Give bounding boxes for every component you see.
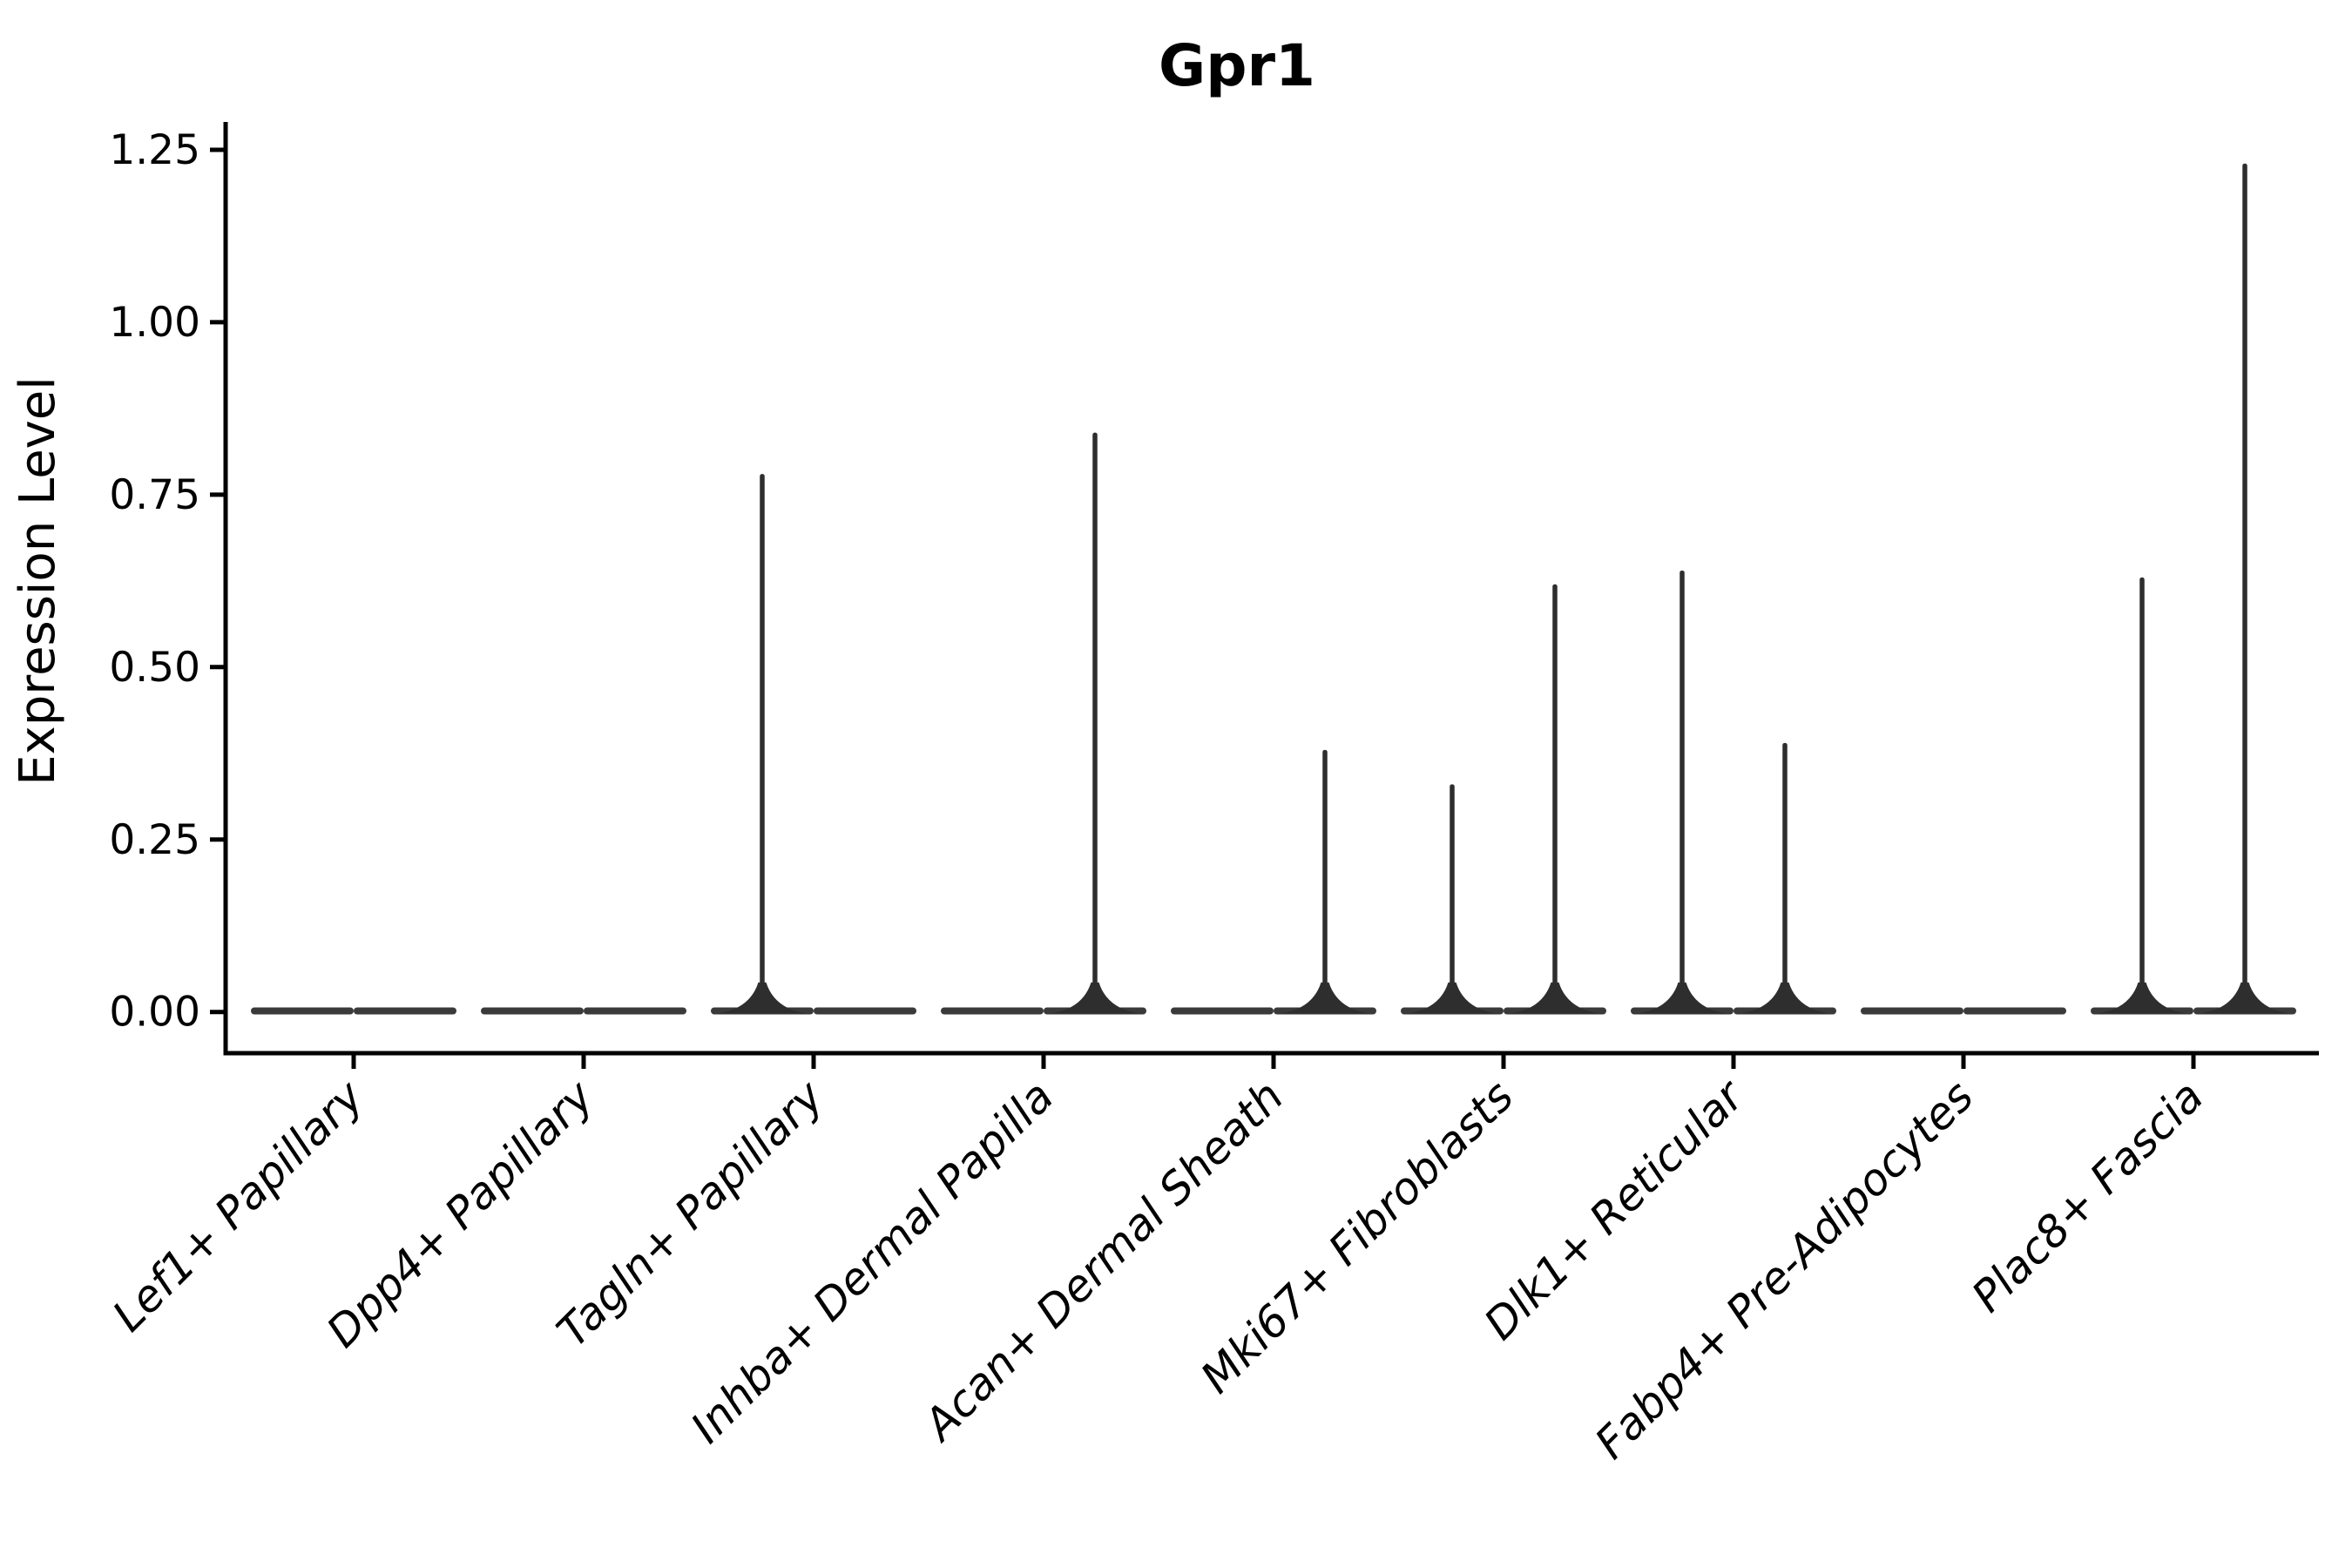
violin-flare-left	[1639, 982, 1726, 1014]
x-tick-label: Plac8+ Fascia	[1963, 1071, 2213, 1321]
violin-spike-right	[1092, 432, 1098, 986]
violin-body-left	[481, 1007, 584, 1015]
y-axis-title: Expression Level	[10, 376, 66, 786]
y-tick-label: 1.00	[109, 299, 200, 347]
violin-flare-right	[1511, 982, 1598, 1014]
violin-flare-left	[1409, 982, 1496, 1014]
violins-layer	[251, 163, 2296, 1015]
violin-body-right	[584, 1007, 686, 1015]
violin-flare-right	[2201, 982, 2288, 1014]
violin-flare-left	[719, 982, 806, 1014]
y-axis: 0.00 0.25 0.50 0.75 1.00 1.25	[109, 126, 226, 1037]
violin-spike-right	[1782, 742, 1788, 986]
chart-title: Gpr1	[1159, 32, 1315, 99]
violin-spike-left	[760, 474, 765, 986]
violin-body-right	[814, 1007, 916, 1015]
x-tick-label: Fabp4+ Pre-Adipocytes	[1585, 1071, 1984, 1469]
violin-flare-left	[2099, 982, 2186, 1014]
violin-flare-right	[1741, 982, 1828, 1014]
violin-body-right	[1963, 1007, 2066, 1015]
violin-spike-left	[1450, 784, 1455, 986]
x-tick-label: Lef1+ Papillary	[103, 1070, 374, 1341]
violin-body-left	[1861, 1007, 1963, 1015]
violin-spike-right	[1322, 749, 1328, 986]
violin-body-left	[251, 1007, 354, 1015]
violin-spike-left	[1680, 570, 1685, 986]
violin-spike-left	[2139, 577, 2145, 986]
violin-spike-right	[1552, 584, 1558, 986]
violin-body-left	[1171, 1007, 1274, 1015]
violin-flare-right	[1051, 982, 1139, 1014]
violin-body-left	[941, 1007, 1044, 1015]
y-tick-label: 0.25	[109, 816, 200, 864]
y-tick-label: 0.75	[109, 471, 200, 519]
y-tick-label: 0.50	[109, 644, 200, 692]
violin-spike-right	[2242, 163, 2247, 986]
y-tick-label: 0.00	[109, 989, 200, 1037]
x-tick-label: Inhba+ Dermal Papilla	[681, 1071, 1063, 1452]
violin-body-right	[354, 1007, 456, 1015]
violin-flare-right	[1281, 982, 1369, 1014]
y-tick-label: 1.25	[109, 126, 200, 174]
